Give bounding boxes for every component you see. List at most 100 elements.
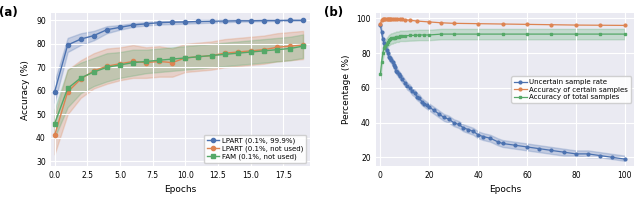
LPART (0.1%, 99.9%): [182, 21, 189, 23]
FAM (0.1%, not used): [260, 50, 268, 52]
LPART (0.1%, 99.9%): [116, 26, 124, 29]
LPART (0.1%, not used): [90, 70, 98, 72]
FAM (0.1%, not used): [51, 123, 58, 125]
Uncertain sample rate: [621, 158, 628, 160]
LPART (0.1%, not used): [273, 46, 281, 49]
Uncertain sample rate: [376, 24, 384, 27]
Uncertain sample rate: [394, 71, 401, 73]
Accuracy of certain samples: [379, 18, 387, 21]
LPART (0.1%, 99.9%): [142, 23, 150, 25]
FAM (0.1%, not used): [64, 87, 72, 90]
LPART (0.1%, not used): [286, 45, 294, 47]
LPART (0.1%, 99.9%): [260, 19, 268, 22]
Line: LPART (0.1%, not used): LPART (0.1%, not used): [52, 43, 305, 138]
LPART (0.1%, not used): [77, 78, 84, 80]
LPART (0.1%, not used): [260, 48, 268, 51]
Y-axis label: Accuracy (%): Accuracy (%): [22, 60, 31, 120]
LPART (0.1%, not used): [195, 56, 202, 58]
Accuracy of certain samples: [499, 23, 506, 25]
Accuracy of certain samples: [413, 20, 421, 22]
FAM (0.1%, not used): [77, 77, 84, 79]
LPART (0.1%, not used): [156, 60, 163, 63]
Accuracy of certain samples: [474, 22, 482, 25]
Accuracy of total samples: [388, 37, 396, 40]
Accuracy of certain samples: [401, 19, 409, 21]
Accuracy of total samples: [384, 41, 392, 43]
LPART (0.1%, 99.9%): [77, 38, 84, 40]
Accuracy of certain samples: [406, 19, 413, 21]
LPART (0.1%, 99.9%): [286, 19, 294, 22]
Line: Accuracy of certain samples: Accuracy of certain samples: [379, 18, 626, 27]
LPART (0.1%, 99.9%): [207, 20, 215, 22]
LPART (0.1%, not used): [221, 52, 228, 54]
Accuracy of total samples: [394, 35, 401, 38]
LPART (0.1%, 99.9%): [247, 20, 255, 22]
LPART (0.1%, 99.9%): [64, 44, 72, 46]
Accuracy of total samples: [406, 34, 413, 37]
Accuracy of total samples: [385, 39, 393, 41]
Uncertain sample rate: [486, 137, 494, 139]
FAM (0.1%, not used): [116, 64, 124, 66]
LPART (0.1%, not used): [247, 50, 255, 52]
Accuracy of total samples: [548, 33, 556, 35]
LPART (0.1%, 99.9%): [273, 19, 281, 22]
Y-axis label: Percentage (%): Percentage (%): [342, 55, 351, 124]
FAM (0.1%, not used): [182, 57, 189, 59]
FAM (0.1%, not used): [234, 52, 241, 54]
LPART (0.1%, not used): [116, 63, 124, 65]
Accuracy of certain samples: [378, 19, 385, 21]
Accuracy of total samples: [399, 35, 406, 37]
LPART (0.1%, 99.9%): [103, 29, 111, 31]
LPART (0.1%, 99.9%): [234, 20, 241, 22]
Accuracy of total samples: [381, 45, 389, 47]
Accuracy of total samples: [392, 35, 400, 38]
Accuracy of total samples: [391, 36, 399, 39]
Accuracy of total samples: [380, 47, 388, 49]
Accuracy of total samples: [379, 52, 387, 54]
FAM (0.1%, not used): [247, 51, 255, 53]
LPART (0.1%, 99.9%): [156, 21, 163, 24]
LPART (0.1%, not used): [300, 44, 307, 46]
Uncertain sample rate: [450, 121, 458, 124]
FAM (0.1%, not used): [142, 60, 150, 63]
LPART (0.1%, 99.9%): [51, 91, 58, 93]
Accuracy of total samples: [396, 35, 404, 37]
Accuracy of total samples: [474, 33, 482, 35]
FAM (0.1%, not used): [207, 54, 215, 57]
Accuracy of certain samples: [396, 18, 404, 21]
Accuracy of total samples: [621, 33, 628, 35]
Accuracy of total samples: [523, 33, 531, 35]
LPART (0.1%, not used): [207, 54, 215, 57]
LPART (0.1%, not used): [168, 61, 176, 64]
Line: FAM (0.1%, not used): FAM (0.1%, not used): [52, 44, 305, 126]
FAM (0.1%, not used): [195, 56, 202, 58]
Accuracy of certain samples: [438, 22, 445, 24]
Accuracy of total samples: [395, 35, 403, 38]
Accuracy of certain samples: [548, 24, 556, 26]
Accuracy of certain samples: [387, 18, 394, 21]
Accuracy of total samples: [387, 38, 394, 40]
Line: LPART (0.1%, 99.9%): LPART (0.1%, 99.9%): [52, 18, 305, 94]
LPART (0.1%, not used): [234, 51, 241, 53]
Text: (b): (b): [324, 6, 343, 19]
Accuracy of total samples: [415, 34, 423, 36]
Accuracy of certain samples: [399, 18, 406, 21]
LPART (0.1%, 99.9%): [195, 20, 202, 23]
Accuracy of certain samples: [385, 18, 393, 21]
Text: (a): (a): [0, 6, 18, 19]
Accuracy of total samples: [596, 33, 604, 35]
LPART (0.1%, 99.9%): [129, 24, 137, 26]
FAM (0.1%, not used): [273, 48, 281, 51]
Accuracy of certain samples: [523, 23, 531, 26]
LPART (0.1%, 99.9%): [300, 19, 307, 22]
Accuracy of certain samples: [388, 18, 396, 21]
Accuracy of total samples: [499, 33, 506, 35]
FAM (0.1%, not used): [300, 45, 307, 47]
Line: Accuracy of total samples: Accuracy of total samples: [379, 33, 626, 75]
FAM (0.1%, not used): [168, 58, 176, 60]
Accuracy of total samples: [388, 37, 396, 40]
LPART (0.1%, not used): [142, 61, 150, 64]
Accuracy of total samples: [426, 34, 433, 36]
Uncertain sample rate: [548, 149, 556, 152]
FAM (0.1%, not used): [221, 53, 228, 56]
